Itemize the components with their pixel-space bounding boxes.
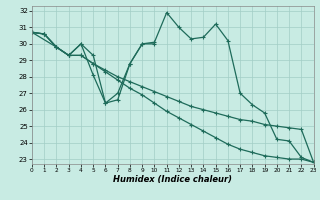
X-axis label: Humidex (Indice chaleur): Humidex (Indice chaleur): [113, 175, 232, 184]
